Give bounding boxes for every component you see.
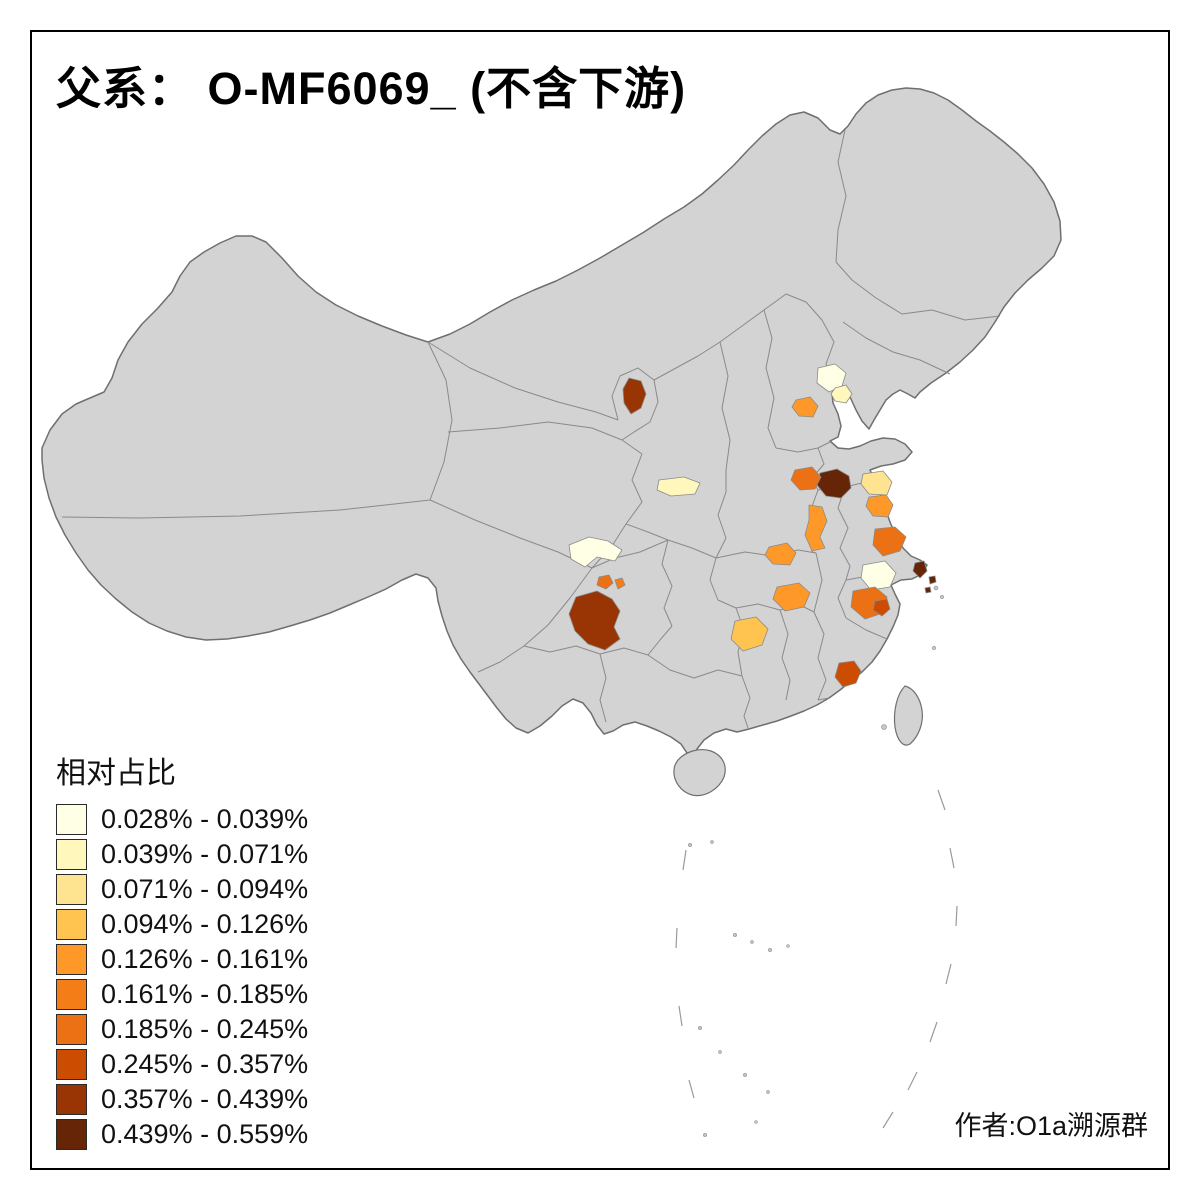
region-henan-central bbox=[790, 466, 822, 491]
legend-label: 0.094% - 0.126% bbox=[101, 909, 309, 939]
legend-label: 0.357% - 0.439% bbox=[101, 1084, 309, 1114]
legend-row: 0.094% - 0.126% bbox=[56, 909, 308, 940]
region-hunan-east bbox=[730, 616, 769, 652]
legend-swatch bbox=[56, 1119, 87, 1150]
legend-label: 0.039% - 0.071% bbox=[101, 839, 309, 869]
region-sichuan-west bbox=[568, 536, 623, 568]
region-fujian-coast bbox=[834, 660, 862, 688]
legend-row: 0.439% - 0.559% bbox=[56, 1119, 308, 1150]
south-china-sea-marks bbox=[675, 789, 958, 1138]
legend-row: 0.039% - 0.071% bbox=[56, 839, 308, 870]
hainan-island bbox=[673, 748, 726, 797]
region-sichuan-south-2 bbox=[614, 577, 626, 590]
region-beijing-southeast bbox=[830, 384, 853, 404]
region-nanjing-area bbox=[872, 526, 907, 557]
legend-label: 0.126% - 0.161% bbox=[101, 944, 309, 974]
legend-swatch bbox=[56, 1014, 87, 1045]
legend-swatch bbox=[56, 874, 87, 905]
region-henan-southwest bbox=[764, 542, 797, 566]
region-shanghai bbox=[912, 560, 928, 579]
legend-label: 0.161% - 0.185% bbox=[101, 979, 309, 1009]
region-henan-east bbox=[816, 468, 852, 499]
legend: 相对占比 0.028% - 0.039% 0.039% - 0.071% 0.0… bbox=[56, 748, 308, 1154]
region-sichuan-south-1 bbox=[596, 574, 614, 590]
region-sichuan-chongqing-south bbox=[568, 590, 621, 651]
region-zhoushan-1 bbox=[928, 575, 937, 585]
legend-swatch bbox=[56, 979, 87, 1010]
legend-row: 0.185% - 0.245% bbox=[56, 1014, 308, 1045]
legend-row: 0.126% - 0.161% bbox=[56, 944, 308, 975]
colored-regions bbox=[568, 363, 937, 688]
region-hebei-south bbox=[791, 396, 819, 418]
region-jiangxi-northeast-dark bbox=[872, 598, 891, 617]
legend-row: 0.245% - 0.357% bbox=[56, 1049, 308, 1080]
region-zhoushan-2 bbox=[924, 586, 932, 594]
region-anhui-north bbox=[804, 504, 828, 552]
region-hubei-east bbox=[772, 582, 811, 612]
legend-label: 0.185% - 0.245% bbox=[101, 1014, 309, 1044]
legend-swatch bbox=[56, 804, 87, 835]
taiwan-island bbox=[893, 685, 923, 746]
region-jiangsu-north bbox=[860, 470, 893, 496]
legend-swatch bbox=[56, 1084, 87, 1115]
legend-swatch bbox=[56, 909, 87, 940]
china-mainland bbox=[41, 87, 1062, 760]
legend-swatch bbox=[56, 944, 87, 975]
region-shaanxi-central bbox=[656, 476, 701, 497]
legend-label: 0.439% - 0.559% bbox=[101, 1119, 309, 1149]
plot-border-frame bbox=[30, 30, 1170, 1170]
legend-label: 0.028% - 0.039% bbox=[101, 804, 309, 834]
legend-title: 相对占比 bbox=[56, 757, 176, 790]
author-credit: 作者:O1a溯源群 bbox=[954, 1111, 1148, 1141]
legend-row: 0.028% - 0.039% bbox=[56, 804, 308, 835]
region-zhejiang-north bbox=[860, 560, 897, 591]
legend-swatch bbox=[56, 839, 87, 870]
legend-row: 0.071% - 0.094% bbox=[56, 874, 308, 905]
region-jiangsu-coast bbox=[865, 494, 894, 518]
legend-row: 0.161% - 0.185% bbox=[56, 979, 308, 1010]
region-ningxia bbox=[622, 377, 647, 415]
legend-row: 0.357% - 0.439% bbox=[56, 1084, 308, 1115]
legend-swatch bbox=[56, 1049, 87, 1080]
legend-label: 0.071% - 0.094% bbox=[101, 874, 309, 904]
coastal-islets bbox=[881, 585, 944, 730]
map-title: 父系： O-MF6069_ (不含下游) bbox=[56, 63, 687, 114]
legend-label: 0.245% - 0.357% bbox=[101, 1049, 309, 1079]
